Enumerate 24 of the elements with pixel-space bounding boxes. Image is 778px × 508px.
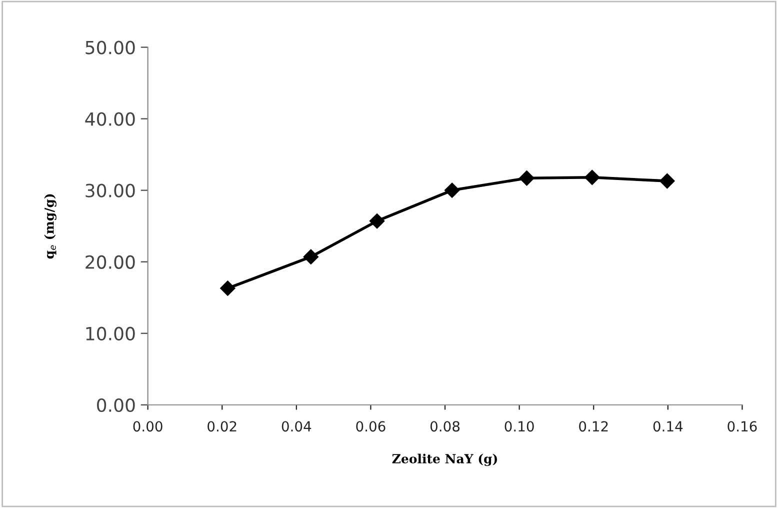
y-tick-label: 0.00 [97,398,135,412]
point [584,170,600,185]
y-tick-label: 10.00 [86,326,135,340]
point [303,249,318,264]
x-axis-title: Zeolite NaY (g) [392,454,498,466]
x-tick-label: 0.16 [728,421,757,432]
y-tick-label: 20.00 [86,255,135,269]
x-tick-label: 0.06 [356,421,386,432]
y-tick-label: 40.00 [85,112,135,126]
point [369,213,385,229]
point [660,173,675,189]
x-tick-label: 0.10 [504,421,534,432]
x-tick-label: 0.08 [430,421,460,432]
point [220,280,236,296]
x-tick-label: 0.00 [133,421,162,432]
x-tick-label: 0.02 [208,421,236,432]
x-tick-label: 0.14 [653,421,683,432]
point [519,170,534,186]
y-tick-label: 30.00 [86,184,135,198]
y-tick-label: 50.00 [86,40,135,54]
x-tick-label: 0.12 [579,421,608,432]
point [444,182,460,198]
x-tick-label: 0.04 [282,421,312,432]
y-axis-title: q$_{e}$ (mg/g) [44,194,56,259]
